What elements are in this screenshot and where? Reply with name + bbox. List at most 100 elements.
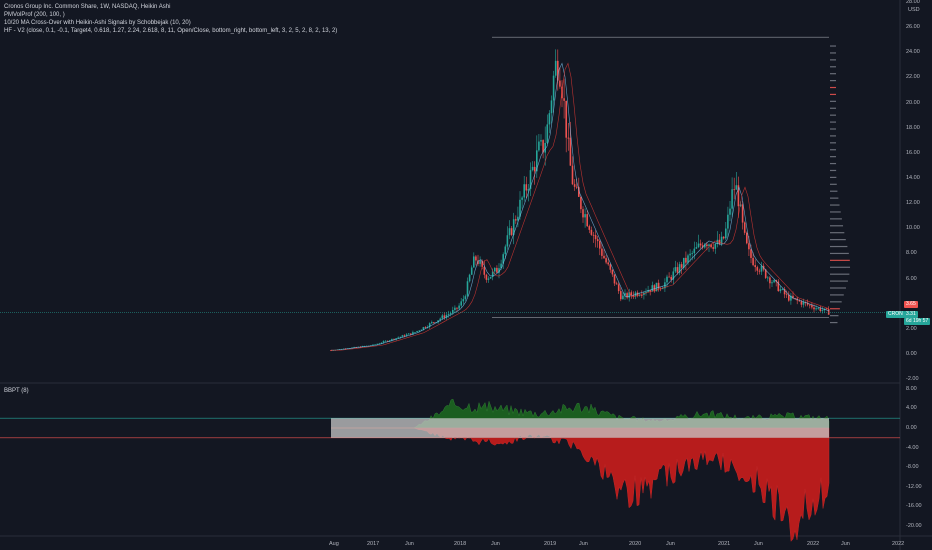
volume-profile-bar bbox=[830, 315, 839, 317]
volume-profile-bar bbox=[830, 239, 846, 241]
candle-body bbox=[449, 313, 452, 314]
candle-body bbox=[729, 208, 731, 215]
price-tick-label: 18.00 bbox=[906, 124, 920, 131]
candle-body bbox=[613, 274, 616, 284]
candle-body bbox=[771, 282, 773, 284]
candle-body bbox=[746, 232, 748, 244]
candle-body bbox=[521, 197, 523, 200]
candle-body bbox=[414, 332, 416, 333]
candle-body bbox=[733, 189, 735, 191]
candle-body bbox=[563, 98, 565, 101]
candle-body bbox=[540, 140, 542, 142]
candle-body bbox=[752, 257, 754, 266]
volume-profile-bar bbox=[830, 142, 837, 144]
bbpt-title[interactable]: BBPT (8) bbox=[4, 388, 29, 394]
candle-body bbox=[460, 301, 462, 306]
price-tick-label: 28.00 bbox=[906, 0, 920, 6]
volume-profile-bar bbox=[830, 149, 837, 151]
candle-body bbox=[523, 184, 525, 198]
candle-body bbox=[819, 307, 822, 312]
candle-body bbox=[479, 260, 481, 264]
candle-body bbox=[632, 295, 635, 297]
volume-profile-bar bbox=[830, 287, 846, 289]
indicator-volume-profile[interactable]: PMVolProf (200, 100, ) bbox=[4, 12, 65, 18]
candle-body bbox=[641, 294, 643, 296]
volume-profile-bar bbox=[830, 52, 836, 54]
candle-body bbox=[512, 219, 515, 235]
candle-body bbox=[464, 296, 467, 300]
volume-profile-bar bbox=[830, 107, 836, 109]
candle-body bbox=[422, 327, 425, 330]
candle-body bbox=[651, 285, 654, 292]
candle-body bbox=[418, 330, 420, 332]
candle-body bbox=[710, 244, 712, 248]
volume-profile-bar bbox=[830, 218, 842, 220]
candle-body bbox=[374, 344, 376, 346]
candle-body bbox=[811, 305, 813, 308]
bbpt-tick-label: -20.00 bbox=[906, 523, 922, 529]
candle-body bbox=[439, 318, 441, 321]
candle-body bbox=[809, 304, 811, 306]
price-tag-red: 3.65 bbox=[904, 301, 918, 308]
candle-body bbox=[825, 308, 828, 310]
candle-body bbox=[788, 294, 790, 301]
candle-body bbox=[380, 342, 383, 344]
candle-body bbox=[393, 338, 395, 340]
candle-body bbox=[767, 277, 769, 279]
candle-body bbox=[498, 268, 500, 273]
candle-body bbox=[477, 260, 479, 264]
volume-profile-bar bbox=[830, 169, 837, 172]
candle-body bbox=[806, 302, 809, 305]
candle-body bbox=[607, 262, 609, 265]
candle-body bbox=[649, 290, 651, 292]
candle-body bbox=[510, 228, 513, 235]
bbpt-tick-label: 4.00 bbox=[906, 405, 917, 412]
candle-body bbox=[468, 274, 471, 282]
candle-body bbox=[525, 184, 528, 191]
candle-body bbox=[704, 244, 706, 248]
candle-body bbox=[395, 338, 397, 340]
indicator-hf-v2[interactable]: HF - V2 (close, 0.1, -0.1, Target4, 0.61… bbox=[4, 28, 338, 34]
candle-body bbox=[441, 315, 444, 319]
candle-body bbox=[758, 270, 761, 272]
candle-body bbox=[504, 246, 507, 255]
volume-profile-bar bbox=[830, 308, 840, 310]
candle-body bbox=[548, 113, 551, 125]
candle-body bbox=[668, 276, 670, 278]
time-tick-label: Aug bbox=[329, 541, 339, 547]
candle-body bbox=[701, 245, 704, 248]
volume-profile-bar bbox=[830, 252, 849, 255]
candle-body bbox=[531, 166, 534, 171]
candle-body bbox=[431, 322, 433, 324]
candle-body bbox=[485, 274, 488, 280]
candle-body bbox=[361, 346, 364, 348]
candle-body bbox=[800, 301, 803, 305]
volume-profile-bar bbox=[830, 225, 844, 227]
candle-body bbox=[391, 338, 393, 341]
candle-body bbox=[582, 209, 584, 218]
candle-body bbox=[773, 280, 775, 283]
volume-profile-bar bbox=[830, 280, 848, 282]
candle-body bbox=[489, 276, 492, 279]
candle-body bbox=[550, 100, 553, 114]
candle-body bbox=[567, 137, 570, 139]
volume-profile-bar bbox=[830, 66, 836, 68]
candle-body bbox=[573, 184, 576, 187]
volume-profile-bar bbox=[830, 183, 837, 185]
candle-body bbox=[500, 263, 502, 269]
candle-body bbox=[353, 347, 355, 348]
bbpt-tick-label: -4.00 bbox=[906, 444, 919, 451]
candle-body bbox=[584, 214, 586, 218]
candle-body bbox=[357, 346, 360, 348]
candle-body bbox=[544, 142, 546, 153]
candle-body bbox=[769, 277, 771, 284]
candle-body bbox=[657, 282, 660, 289]
price-tick-label: 12.00 bbox=[906, 200, 920, 207]
indicator-ma-crossover[interactable]: 10/20 MA Cross-Over with Heikin-Ashi Sig… bbox=[4, 20, 191, 26]
candle-body bbox=[708, 244, 710, 247]
candle-body bbox=[596, 239, 599, 242]
volume-profile-bar bbox=[830, 176, 837, 178]
candle-body bbox=[722, 236, 725, 239]
candle-body bbox=[779, 289, 782, 292]
